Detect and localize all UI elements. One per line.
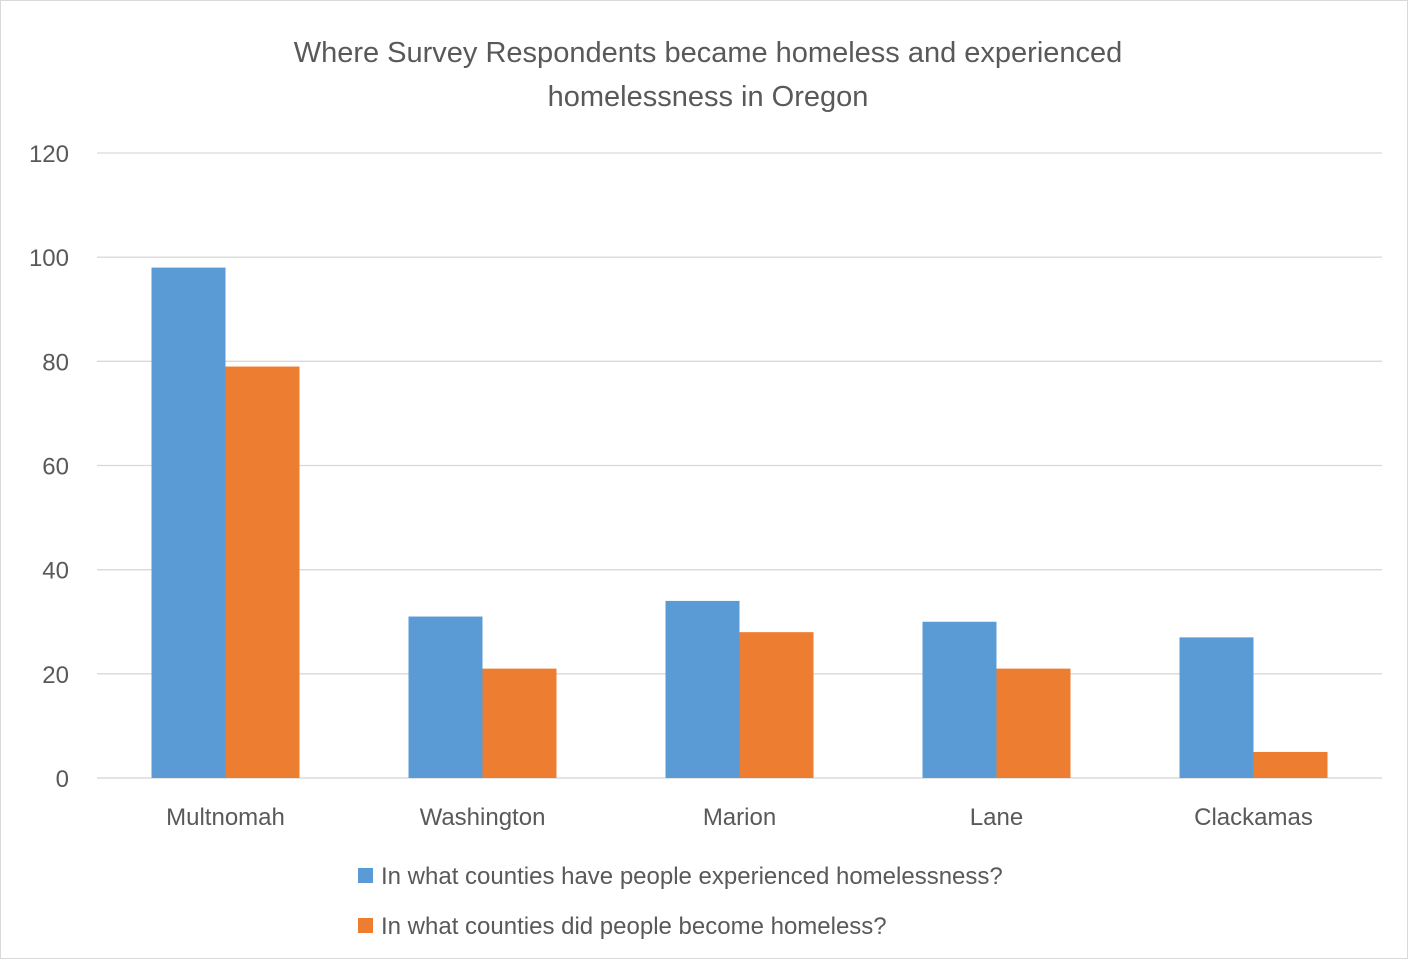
- y-tick-label: 120: [29, 141, 69, 168]
- y-tick-label: 100: [29, 245, 69, 272]
- y-tick-label: 0: [56, 766, 69, 793]
- bar-lane-series-1: [922, 621, 997, 778]
- bar-multnomah-series-2: [225, 366, 300, 778]
- chart-title-line-1: Where Survey Respondents became homeless…: [294, 37, 1123, 69]
- bar-clackamas-series-1: [1179, 637, 1254, 778]
- bars: [151, 267, 1328, 778]
- x-tick-label: Lane: [970, 804, 1023, 831]
- bar-washington-series-2: [482, 668, 557, 778]
- bar-washington-series-1: [408, 616, 483, 778]
- legend: In what counties have people experienced…: [358, 863, 1003, 940]
- bar-marion-series-2: [739, 632, 814, 778]
- x-tick-label: Marion: [703, 804, 776, 831]
- bar-lane-series-2: [996, 668, 1071, 778]
- y-tick-label: 80: [42, 349, 69, 376]
- x-tick-label: Multnomah: [166, 804, 285, 831]
- bar-marion-series-1: [665, 600, 740, 778]
- legend-label: In what counties have people experienced…: [381, 863, 1003, 890]
- bar-multnomah-series-1: [151, 267, 226, 778]
- legend-swatch: [358, 918, 373, 933]
- chart-title-line-2: homelessness in Oregon: [548, 81, 869, 113]
- y-tick-label: 20: [42, 662, 69, 689]
- chart-title: Where Survey Respondents became homeless…: [294, 37, 1123, 113]
- y-tick-label: 60: [42, 454, 69, 481]
- y-axis-ticks: 0 20 40 60 80 100 120: [29, 141, 69, 793]
- x-tick-label: Clackamas: [1194, 804, 1313, 831]
- legend-swatch: [358, 868, 373, 883]
- x-tick-label: Washington: [420, 804, 546, 831]
- y-tick-label: 40: [42, 558, 69, 585]
- x-axis-ticks: Multnomah Washington Marion Lane Clackamas: [166, 804, 1313, 831]
- bar-clackamas-series-2: [1253, 751, 1328, 778]
- legend-label: In what counties did people become homel…: [381, 913, 887, 940]
- gridlines: [97, 152, 1382, 779]
